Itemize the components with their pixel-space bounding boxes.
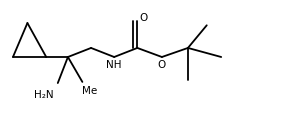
Text: NH: NH <box>106 59 121 69</box>
Text: H₂N: H₂N <box>34 90 54 99</box>
Text: O: O <box>139 13 147 23</box>
Text: Me: Me <box>82 85 97 95</box>
Text: O: O <box>157 59 166 69</box>
